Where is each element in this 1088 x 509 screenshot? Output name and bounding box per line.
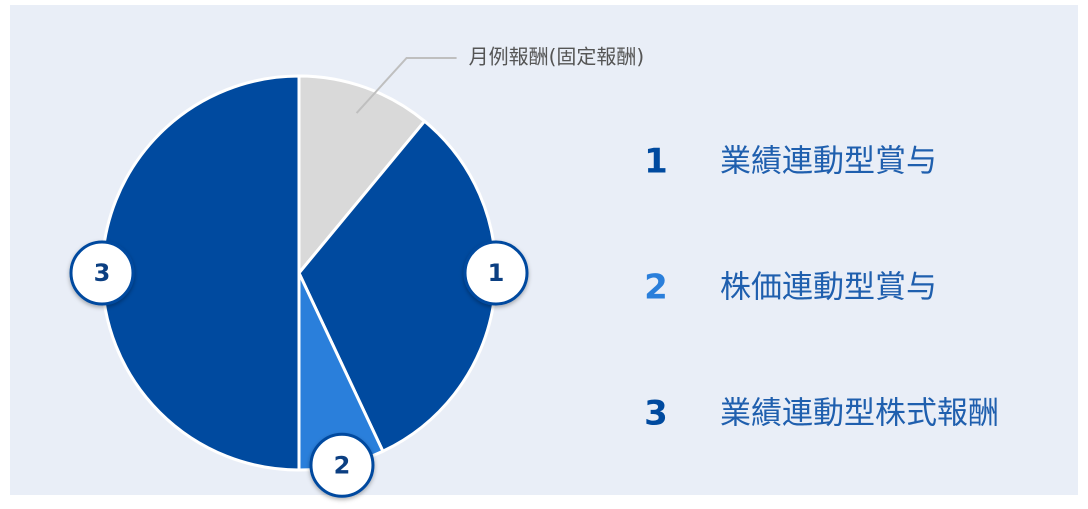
legend-number: 3 bbox=[644, 394, 668, 434]
legend-label: 業績連動型賞与 bbox=[720, 144, 937, 180]
legend-label: 株価連動型賞与 bbox=[720, 270, 937, 306]
legend-number: 1 bbox=[644, 142, 668, 182]
badge-number: 2 bbox=[334, 451, 351, 479]
badge-number: 3 bbox=[94, 259, 111, 287]
legend-number: 2 bbox=[644, 268, 668, 308]
pie-slice bbox=[297, 74, 427, 278]
badge bbox=[69, 240, 135, 306]
legend-label: 業績連動型株式報酬 bbox=[720, 396, 999, 432]
slice-label: 月例報酬(固定報酬) bbox=[469, 45, 645, 69]
leader-line bbox=[355, 57, 457, 114]
badge bbox=[309, 432, 375, 498]
badge bbox=[463, 240, 529, 306]
badge-number: 1 bbox=[488, 259, 505, 287]
